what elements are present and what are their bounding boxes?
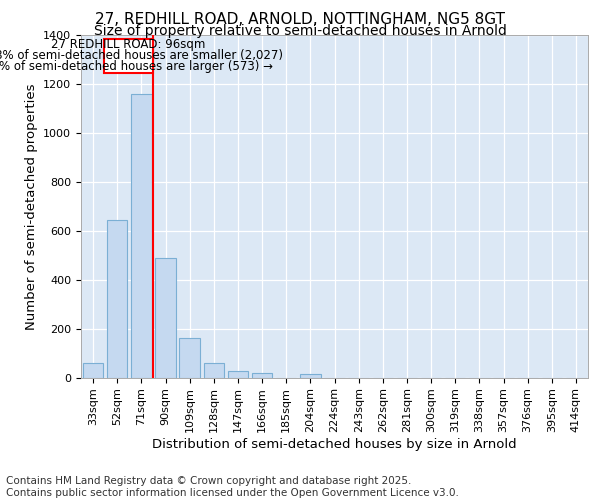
Text: Contains HM Land Registry data © Crown copyright and database right 2025.
Contai: Contains HM Land Registry data © Crown c… [6, 476, 459, 498]
X-axis label: Distribution of semi-detached houses by size in Arnold: Distribution of semi-detached houses by … [152, 438, 517, 451]
Text: 22% of semi-detached houses are larger (573) →: 22% of semi-detached houses are larger (… [0, 60, 273, 72]
FancyBboxPatch shape [104, 38, 153, 73]
Text: 27 REDHILL ROAD: 96sqm: 27 REDHILL ROAD: 96sqm [51, 38, 206, 51]
Bar [131, 94, 152, 378]
Bar [300, 374, 320, 378]
Bar [107, 220, 127, 378]
Bar [203, 363, 224, 378]
Text: ← 78% of semi-detached houses are smaller (2,027): ← 78% of semi-detached houses are smalle… [0, 49, 283, 62]
Text: Size of property relative to semi-detached houses in Arnold: Size of property relative to semi-detach… [94, 24, 506, 38]
Bar [83, 363, 103, 378]
Bar [227, 372, 248, 378]
Y-axis label: Number of semi-detached properties: Number of semi-detached properties [25, 83, 38, 330]
Bar [155, 258, 176, 378]
Text: 27, REDHILL ROAD, ARNOLD, NOTTINGHAM, NG5 8GT: 27, REDHILL ROAD, ARNOLD, NOTTINGHAM, NG… [95, 12, 505, 28]
Bar [179, 338, 200, 378]
Bar [252, 372, 272, 378]
